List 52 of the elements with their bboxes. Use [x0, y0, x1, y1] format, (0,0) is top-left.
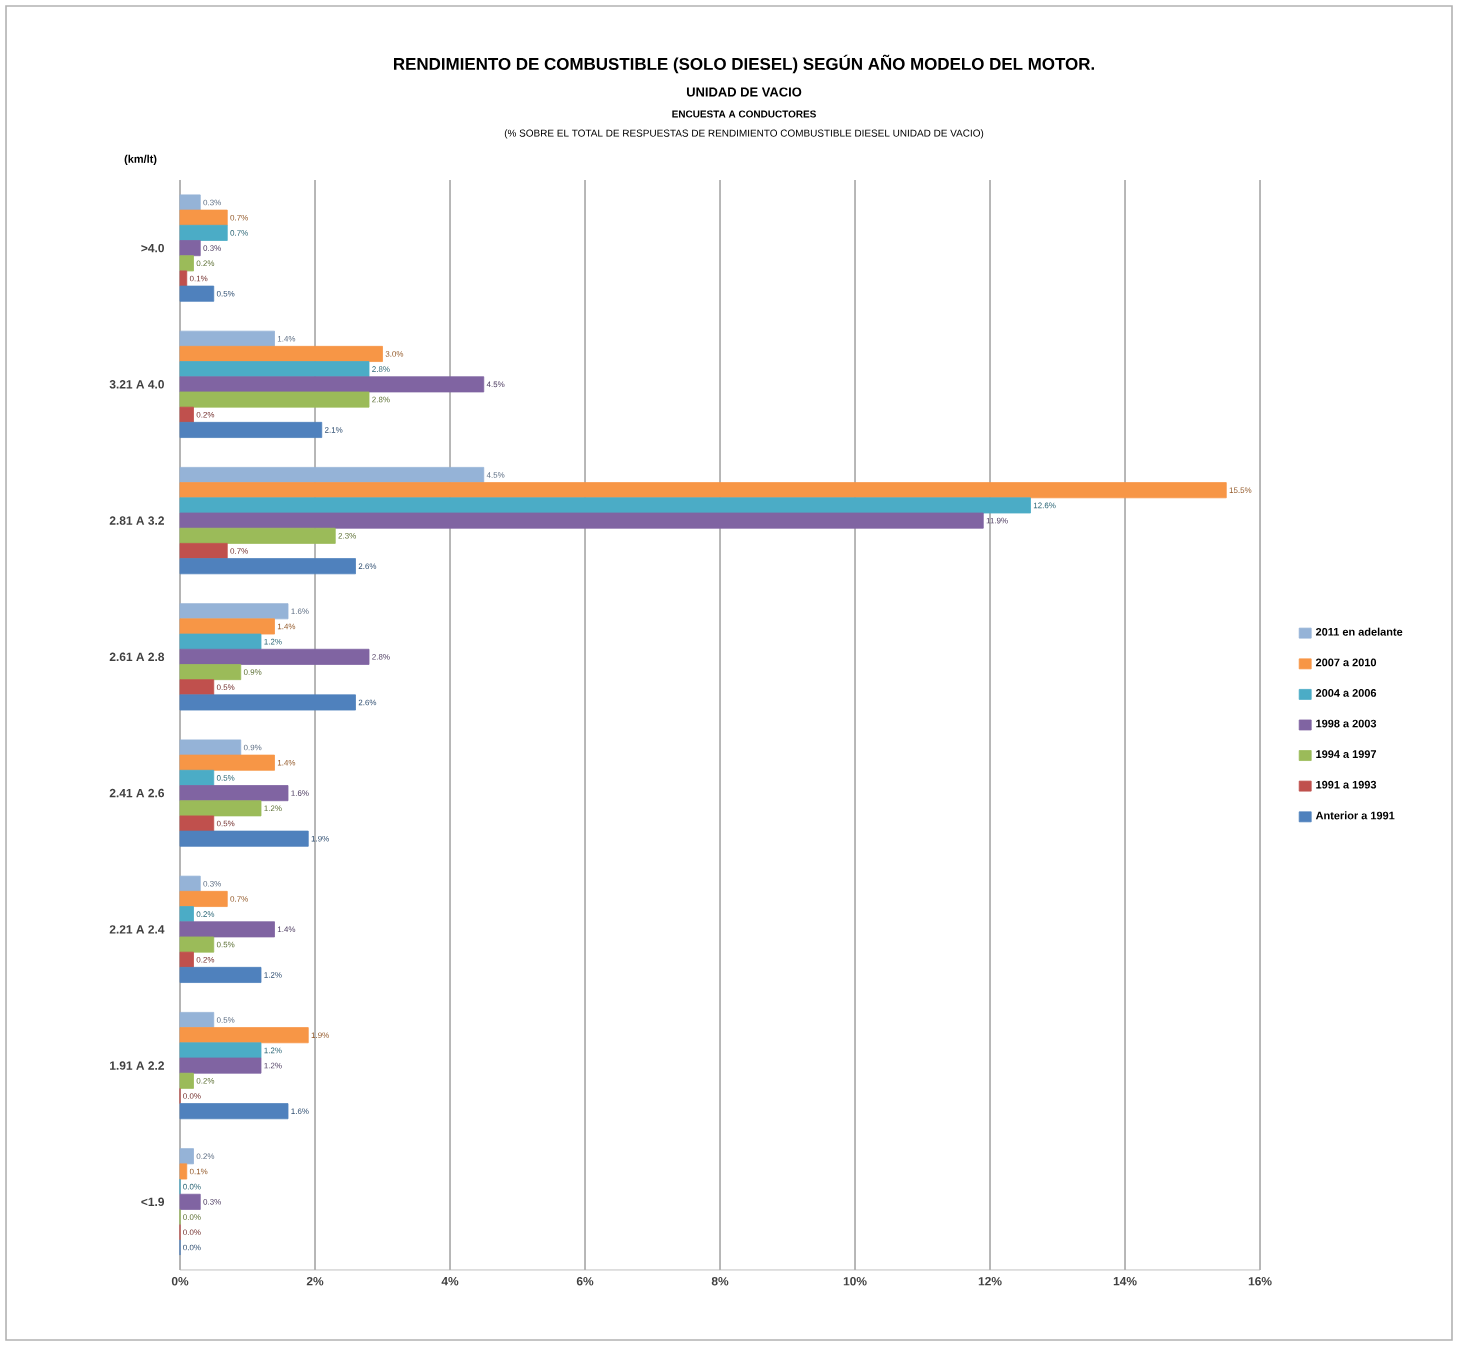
bar: [179, 664, 242, 681]
bar: [179, 482, 1227, 499]
bar: [179, 815, 215, 832]
bar: [179, 694, 356, 711]
bar: [179, 739, 242, 756]
bar: [179, 785, 289, 802]
bar: [179, 376, 485, 393]
bar: [179, 830, 309, 847]
bar: [179, 618, 275, 635]
bar: [179, 194, 201, 211]
bar: [179, 800, 262, 817]
bar: [179, 497, 1031, 514]
bar: [179, 543, 228, 559]
bar: [179, 285, 215, 302]
bar: [179, 951, 194, 968]
bar: [179, 240, 201, 257]
bar: [179, 330, 275, 347]
bar: [179, 209, 228, 226]
bar: [179, 255, 194, 272]
bar: [179, 679, 215, 696]
bar: [179, 1042, 262, 1059]
bar: [179, 648, 370, 665]
bar: [179, 512, 984, 529]
bar: [179, 1163, 188, 1180]
bar: [179, 421, 323, 438]
bar: [179, 875, 201, 892]
bar: [179, 633, 262, 650]
bar: [179, 1103, 289, 1120]
bar: [179, 1012, 215, 1028]
bar: [179, 921, 275, 938]
bar: [179, 406, 194, 423]
bar: [179, 527, 336, 544]
bar: [179, 1193, 201, 1210]
bar: [179, 345, 383, 362]
bar: [179, 224, 228, 241]
bar: [179, 603, 289, 620]
bar: [179, 1027, 309, 1044]
bar: [179, 391, 370, 408]
bar: [179, 270, 188, 287]
bar: [179, 1057, 262, 1074]
bar: [179, 769, 215, 786]
bar: [179, 467, 485, 484]
bar: [179, 890, 228, 907]
bar: [179, 966, 262, 983]
bar: [179, 1148, 194, 1165]
chart-title: RENDIMIENTO DE COMBUSTIBLE (SOLO DIESEL) SEGÚN AÑO MODELO DEL MOTOR.: [394, 54, 1094, 74]
bar: [179, 1072, 194, 1089]
bar: [179, 906, 194, 923]
bar: [179, 936, 215, 953]
bar: [179, 361, 370, 378]
bar: [179, 754, 275, 771]
bar: [179, 558, 356, 575]
